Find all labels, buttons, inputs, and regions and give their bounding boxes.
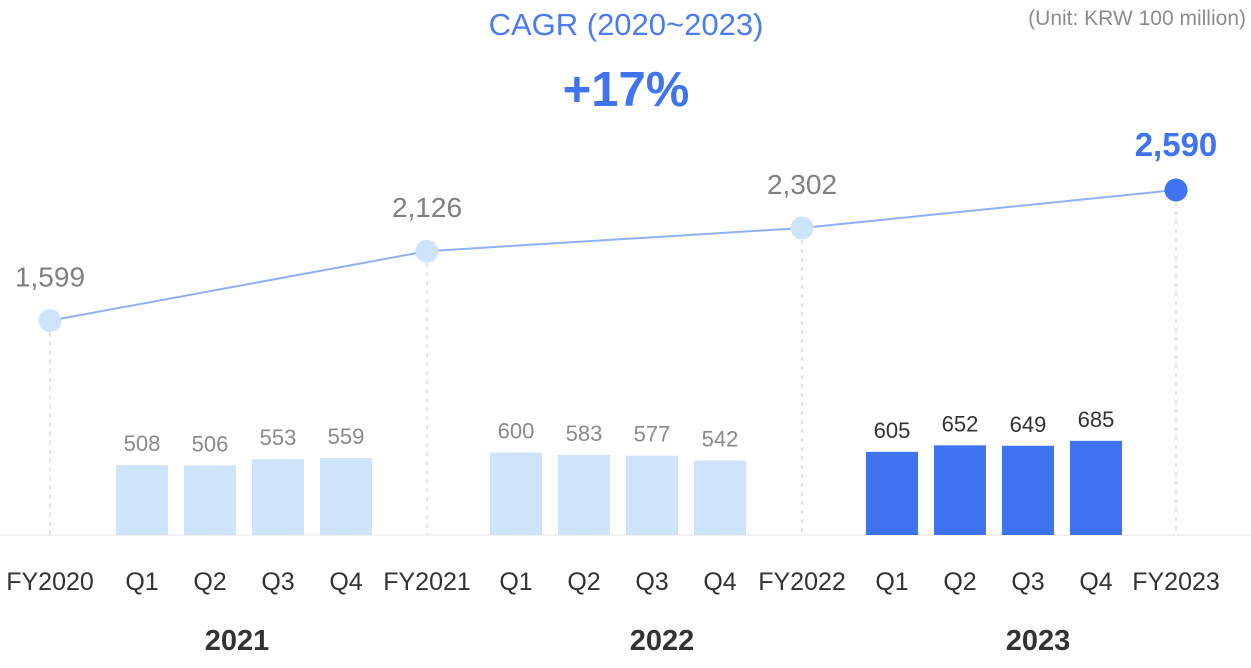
bar-value-label-2021-q1: 508 [124,431,161,456]
year-group-label-2022: 2022 [630,625,695,657]
bar-value-label-2022-q4: 542 [702,426,739,451]
x-tick-label: Q1 [499,568,532,596]
x-tick-label: Q4 [329,568,362,596]
x-tick-label: FY2021 [383,568,471,596]
x-tick-label: Q2 [193,568,226,596]
annual-point-fy2022 [790,216,814,240]
bar-value-label-2021-q3: 553 [260,425,297,450]
x-tick-label: Q1 [125,568,158,596]
cagr-value: +17% [563,63,690,117]
bar-2023-q2 [934,445,986,535]
x-tick-label: Q3 [635,568,668,596]
annual-value-label-fy2021: 2,126 [392,192,462,223]
bar-value-label-2021-q2: 506 [192,431,229,456]
x-tick-label: Q3 [1011,568,1044,596]
bar-2021-q3 [252,458,304,535]
bar-2022-q1 [490,452,542,535]
bar-2021-q4 [320,458,372,535]
bar-2021-q1 [116,465,168,535]
x-tick-label: FY2022 [758,568,846,596]
chart-marks: 508 506 553 559 600 583 577 542 605 652 649 685 1,59… [6,126,1220,657]
bar-2023-q4 [1070,440,1122,535]
bar-value-label-2023-q1: 605 [874,418,911,443]
bar-2021-q2 [184,465,236,535]
bar-2022-q3 [626,455,678,535]
year-group-label-2023: 2023 [1006,625,1071,657]
annual-value-label-fy2020: 1,599 [15,262,85,293]
x-tick-label: Q2 [567,568,600,596]
bar-value-label-2023-q4: 685 [1078,407,1115,432]
x-tick-label: Q2 [943,568,976,596]
bar-value-label-2022-q2: 583 [566,421,603,446]
bar-value-label-2022-q1: 600 [498,419,535,444]
unit-label: (Unit: KRW 100 million) [1028,7,1246,30]
bar-2023-q3 [1002,445,1054,535]
bar-2023-q1 [866,451,918,535]
bar-2022-q2 [558,454,610,535]
bar-2022-q4 [694,460,746,535]
x-tick-label: Q4 [703,568,736,596]
annual-value-label-fy2023: 2,590 [1135,126,1218,163]
annual-trend-line [49,189,1177,322]
x-tick-label: FY2023 [1132,568,1220,596]
cagr-label: CAGR (2020~2023) [489,7,764,42]
year-group-label-2021: 2021 [205,625,270,657]
bar-value-label-2023-q3: 649 [1010,412,1047,437]
bar-value-label-2021-q4: 559 [328,424,365,449]
bar-value-label-2023-q2: 652 [942,411,979,436]
annual-point-fy2023 [1164,178,1188,202]
annual-point-fy2020 [38,309,62,333]
bar-value-label-2022-q3: 577 [634,422,671,447]
x-tick-label: Q4 [1079,568,1112,596]
x-tick-label: Q3 [261,568,294,596]
annual-point-fy2021 [415,239,439,263]
x-tick-label: Q1 [875,568,908,596]
annual-value-label-fy2022: 2,302 [767,169,837,200]
x-tick-label: FY2020 [6,568,94,596]
